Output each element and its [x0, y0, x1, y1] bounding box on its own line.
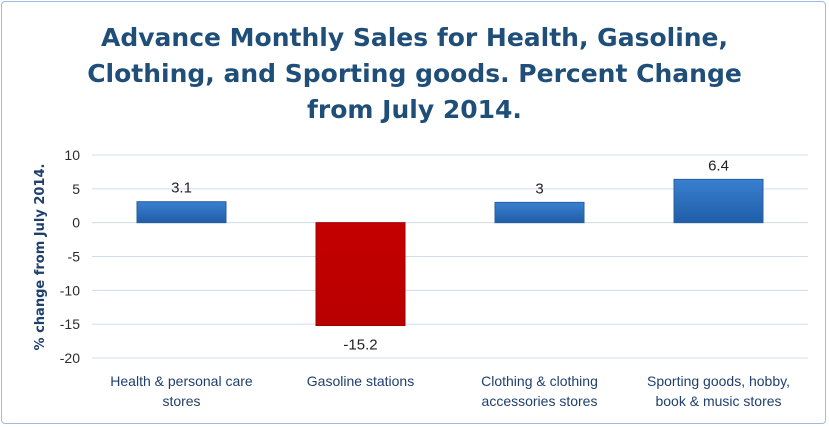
y-tick-label: 10 [64, 147, 80, 163]
y-tick-label: -15 [60, 316, 80, 332]
bar [136, 201, 227, 224]
y-tick-label: 5 [72, 181, 80, 197]
x-tick-label: stores [162, 393, 200, 409]
chart-title-line-1: Advance Monthly Sales for Health, Gasoli… [100, 23, 729, 52]
data-label: -15.2 [343, 337, 377, 354]
bar [673, 178, 764, 224]
y-axis-title: % change from July 2014. [33, 164, 48, 351]
bar [494, 201, 585, 224]
data-label: 3.1 [171, 180, 192, 197]
data-label: 3 [535, 180, 543, 197]
x-tick-label: Health & personal care [110, 373, 253, 389]
x-tick-label: book & music stores [655, 393, 781, 409]
data-label: 6.4 [708, 157, 729, 174]
y-tick-label: 0 [72, 215, 80, 231]
y-tick-label: -5 [68, 249, 81, 265]
bar [315, 222, 406, 327]
x-tick-label: accessories stores [482, 393, 598, 409]
x-tick-label: Sporting goods, hobby, [647, 373, 790, 389]
chart-title-line-2: Clothing, and Sporting goods. Percent Ch… [87, 59, 742, 88]
y-tick-labels: 10 5 0 -5 -10 -15 -20 [60, 147, 80, 366]
x-tick-label: Gasoline stations [307, 373, 414, 389]
chart-title: Advance Monthly Sales for Health, Gasoli… [40, 20, 789, 128]
y-tick-label: -20 [60, 350, 80, 366]
x-category-labels: Health & personal care stores Gasoline sta… [110, 373, 790, 409]
data-labels: 3.1 -15.2 3 6.4 [171, 157, 729, 353]
x-tick-label: Clothing & clothing [481, 373, 598, 389]
y-tick-label: -10 [60, 282, 80, 298]
chart-title-line-3: from July 2014. [307, 95, 522, 124]
bars [136, 178, 764, 327]
